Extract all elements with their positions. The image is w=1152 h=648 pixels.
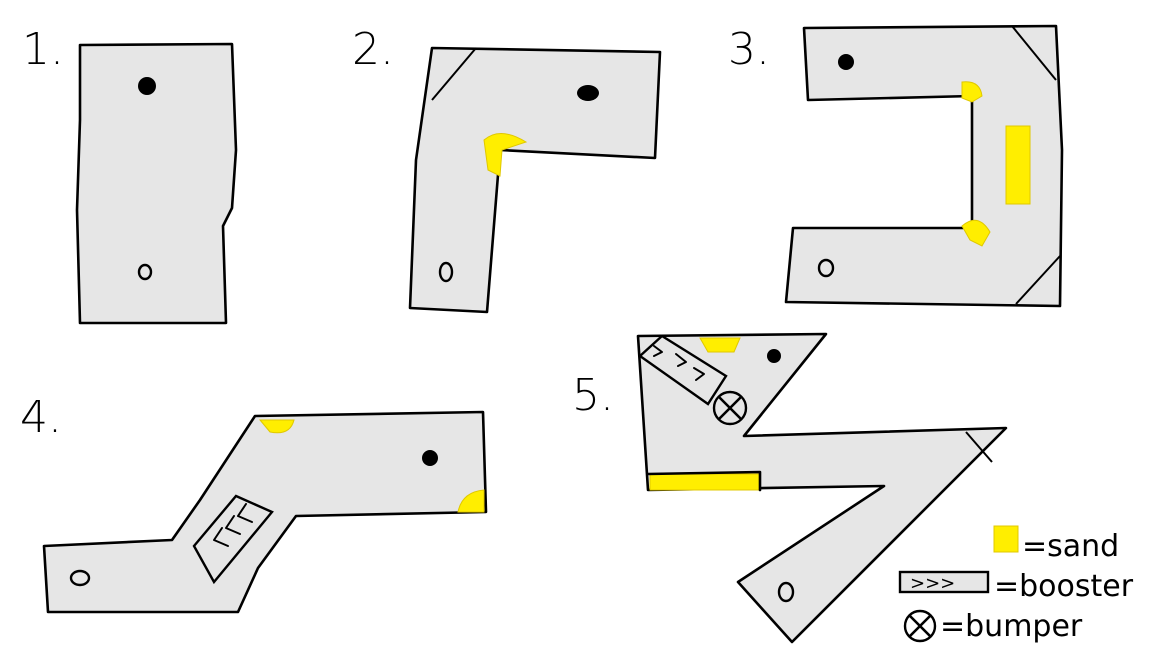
hole-1-cup xyxy=(138,77,156,95)
booster-swatch xyxy=(898,570,990,594)
hole-1-number: 1. xyxy=(22,24,64,75)
hole-2-cup xyxy=(577,85,599,101)
legend-bumper: =bumper xyxy=(903,609,1083,644)
hole-5-sand-top xyxy=(699,337,741,353)
hole-3-corner-bevel-bottom xyxy=(1015,255,1061,305)
hole-3-sand-strip xyxy=(1005,125,1031,205)
hole-5-bumper xyxy=(712,390,748,426)
hole-4-ball xyxy=(69,569,91,587)
hole-4-number: 4. xyxy=(20,392,62,443)
hole-3-sand-top xyxy=(961,81,983,103)
hole-2-number: 2. xyxy=(352,24,394,75)
hole-5: 5. xyxy=(572,332,1008,644)
hole-1-course xyxy=(75,42,238,325)
hole-5-sand-bottom xyxy=(649,473,761,491)
hole-4-sand-top xyxy=(258,419,295,434)
hole-3: 3. xyxy=(728,24,1064,308)
hole-4: 4. xyxy=(20,392,488,614)
legend-bumper-label: =bumper xyxy=(940,609,1083,644)
hole-3-cup xyxy=(838,54,854,70)
bumper-swatch xyxy=(903,609,937,643)
hole-5-booster xyxy=(638,334,728,406)
hole-2-ball xyxy=(438,261,454,283)
hole-5-cup xyxy=(767,349,781,363)
hole-3-course xyxy=(784,24,1064,308)
hole-3-corner-bevel-top xyxy=(1011,25,1057,81)
hole-5-sand-bottom-edge xyxy=(646,470,762,492)
hole-1-ball xyxy=(137,263,153,281)
hole-3-number: 3. xyxy=(728,24,770,75)
legend: =sand >>> =booster =bumper xyxy=(898,525,1134,644)
hole-5-number: 5. xyxy=(572,370,614,421)
hole-5-corner-bevel xyxy=(965,431,993,463)
hole-2-course xyxy=(408,46,662,314)
hole-2-sand xyxy=(483,133,528,177)
hole-4-cup xyxy=(422,450,438,466)
booster-swatch-symbol: >>> xyxy=(910,573,955,594)
sand-swatch xyxy=(993,525,1019,553)
hole-2: 2. xyxy=(352,24,662,314)
legend-booster-label: =booster xyxy=(994,569,1134,604)
legend-sand: =sand xyxy=(993,525,1119,564)
hole-4-booster xyxy=(192,494,274,585)
hole-1: 1. xyxy=(22,24,238,325)
hole-3-ball xyxy=(817,258,835,278)
hole-5-ball xyxy=(777,581,795,603)
legend-sand-label: =sand xyxy=(1022,529,1119,564)
hole-4-sand-right xyxy=(457,489,485,513)
hole-2-corner-bevel xyxy=(431,47,477,101)
legend-booster: >>> =booster xyxy=(898,569,1134,604)
hole-3-sand-bottom xyxy=(961,219,991,247)
